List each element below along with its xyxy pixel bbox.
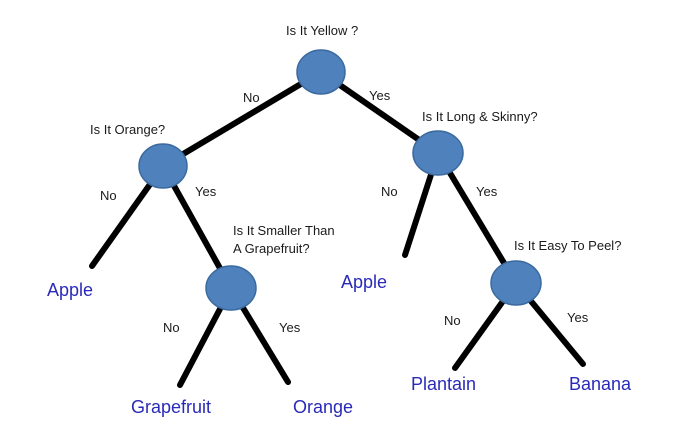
leaf-apple-left: Apple [47,280,94,300]
leaf-plantain: Plantain [411,374,477,394]
edge-label-orange-yes: Yes [195,184,217,199]
question-peel: Is It Easy To Peel? [514,238,622,253]
edge-label-long-no: No [381,184,398,199]
edge-label-root-yes: Yes [369,88,391,103]
question-long: Is It Long & Skinny? [422,109,538,124]
edge-root-no [160,69,324,169]
leaf-orange: Orange [293,397,354,417]
edge-label-orange-no: No [100,188,117,203]
edge-label-peel-yes: Yes [567,310,589,325]
question-root: Is It Yellow ? [286,23,359,38]
node-peel [490,260,542,306]
leaf-apple-right: Apple [341,272,388,292]
leaf-banana: Banana [569,374,632,394]
node-root [296,49,346,95]
edge-long-yes [435,150,519,286]
edge-label-smaller-yes: Yes [279,320,301,335]
question-smaller: Is It Smaller Than A Grapefruit? [233,223,335,256]
node-orange [138,143,188,189]
edge-label-smaller-no: No [163,320,180,335]
node-long [412,130,464,176]
edge-label-root-no: No [243,90,260,105]
question-orange: Is It Orange? [90,122,166,137]
edge-label-peel-no: No [444,313,461,328]
edge-label-long-yes: Yes [476,184,498,199]
leaf-grapefruit: Grapefruit [131,397,212,417]
node-smaller [205,265,257,311]
